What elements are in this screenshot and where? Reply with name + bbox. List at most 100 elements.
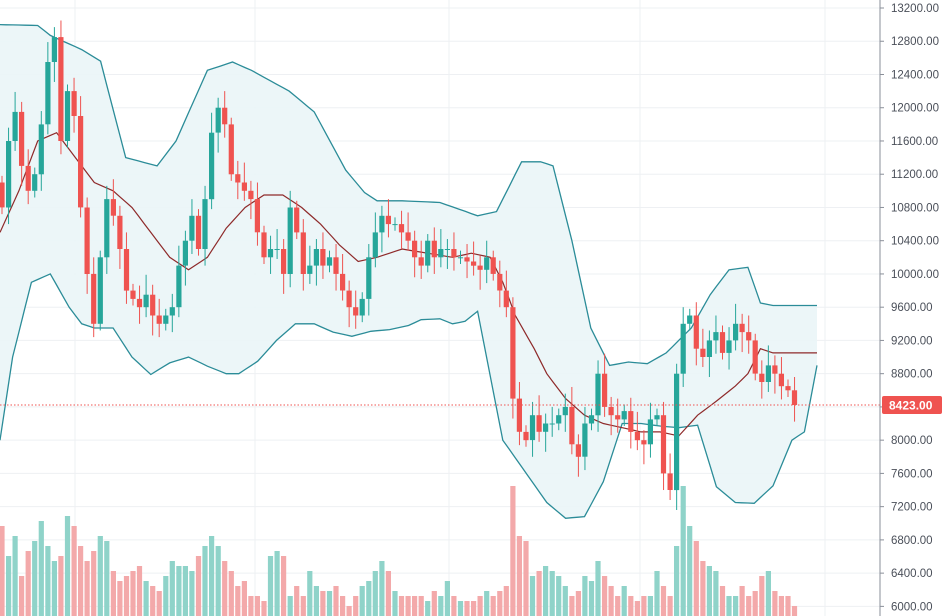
candle-body — [163, 315, 169, 324]
volume-bar — [97, 536, 103, 616]
volume-bar — [130, 571, 136, 616]
candle — [353, 290, 359, 329]
candle — [451, 232, 457, 271]
volume-bar — [195, 556, 202, 616]
candle-body — [680, 323, 686, 374]
candle — [359, 292, 365, 323]
candle-body — [274, 249, 280, 250]
volume-bar — [634, 601, 640, 616]
candle-body — [64, 91, 71, 141]
candle-body — [588, 415, 595, 424]
volume-bar — [693, 541, 699, 616]
volume-bar — [621, 586, 627, 616]
tick-label: 7600.00 — [891, 468, 933, 480]
tick-label: 7200.00 — [891, 502, 933, 514]
volume-bar — [778, 596, 784, 616]
candle — [228, 117, 234, 181]
candle — [58, 20, 64, 155]
candle-body — [647, 419, 653, 445]
candle-body — [772, 365, 778, 374]
volume-bar — [667, 596, 673, 616]
volume-bar — [549, 571, 555, 616]
volume-bar — [759, 576, 765, 616]
candle — [91, 257, 97, 338]
candle-body — [0, 182, 5, 208]
volume-bar — [444, 581, 450, 616]
candle-body — [248, 190, 254, 200]
candle — [726, 327, 732, 370]
candle-body — [431, 240, 437, 258]
candle — [25, 149, 31, 205]
candle-body — [195, 215, 202, 249]
candle-body — [110, 199, 116, 216]
volume-bar — [340, 596, 346, 616]
candle-body — [346, 290, 352, 308]
candle — [130, 283, 136, 306]
volume-bar — [791, 606, 798, 616]
candle-body — [608, 406, 614, 416]
candle-body — [136, 298, 143, 308]
candle-body — [556, 415, 562, 424]
candle-body — [104, 199, 110, 258]
candle — [595, 360, 601, 432]
candle-body — [359, 298, 365, 316]
candle — [431, 227, 437, 274]
volume-bar — [595, 561, 601, 616]
candle — [674, 363, 680, 510]
candle — [608, 396, 614, 436]
candle — [12, 91, 18, 151]
candle-body — [84, 207, 90, 274]
price-axis[interactable] — [880, 0, 949, 616]
candle — [562, 393, 568, 432]
candle — [778, 357, 784, 400]
volume-bar — [654, 571, 660, 616]
candle — [38, 111, 44, 191]
tick-label: 11200.00 — [891, 169, 938, 181]
candle-body — [615, 415, 621, 420]
candle — [45, 42, 51, 135]
candle-body — [693, 315, 699, 349]
candle-body — [189, 215, 195, 241]
volume-bar — [143, 581, 149, 616]
volume-bar — [287, 596, 293, 616]
tick-label: 10400.00 — [891, 236, 939, 248]
candle-body — [497, 273, 503, 291]
candle-body — [222, 107, 228, 125]
candle-body — [438, 249, 444, 258]
candle — [693, 302, 699, 366]
candle — [84, 197, 90, 294]
candle — [71, 77, 77, 133]
candle — [287, 190, 293, 288]
volume-bar — [412, 596, 418, 616]
volume-bar — [300, 596, 306, 616]
volume-bar — [588, 581, 595, 616]
candle-body — [490, 257, 496, 274]
volume-bar — [529, 576, 536, 616]
candle-body — [19, 111, 25, 166]
tick-label: 6000.00 — [891, 601, 933, 613]
volume-bar — [169, 561, 175, 616]
candle-body — [97, 257, 103, 324]
candle-body — [353, 307, 359, 316]
candle-body — [12, 111, 18, 141]
candle-body — [444, 249, 450, 250]
candle — [104, 185, 110, 274]
tick-label: 10800.00 — [891, 202, 939, 214]
volume-bar — [38, 521, 44, 616]
volume-bar — [431, 591, 437, 616]
candle — [372, 212, 378, 268]
volume-bar — [516, 536, 522, 616]
candle-body — [713, 332, 719, 341]
candle-body — [719, 332, 726, 353]
volume-bar — [163, 576, 169, 616]
volume-bar — [523, 541, 529, 616]
candle — [307, 245, 313, 284]
candle — [117, 205, 123, 269]
volume-bar — [267, 556, 274, 616]
candle — [32, 167, 38, 198]
candle-body — [726, 340, 732, 353]
last-price-label: 8423.00 — [889, 399, 933, 413]
candle — [150, 284, 156, 336]
candle — [523, 425, 529, 447]
